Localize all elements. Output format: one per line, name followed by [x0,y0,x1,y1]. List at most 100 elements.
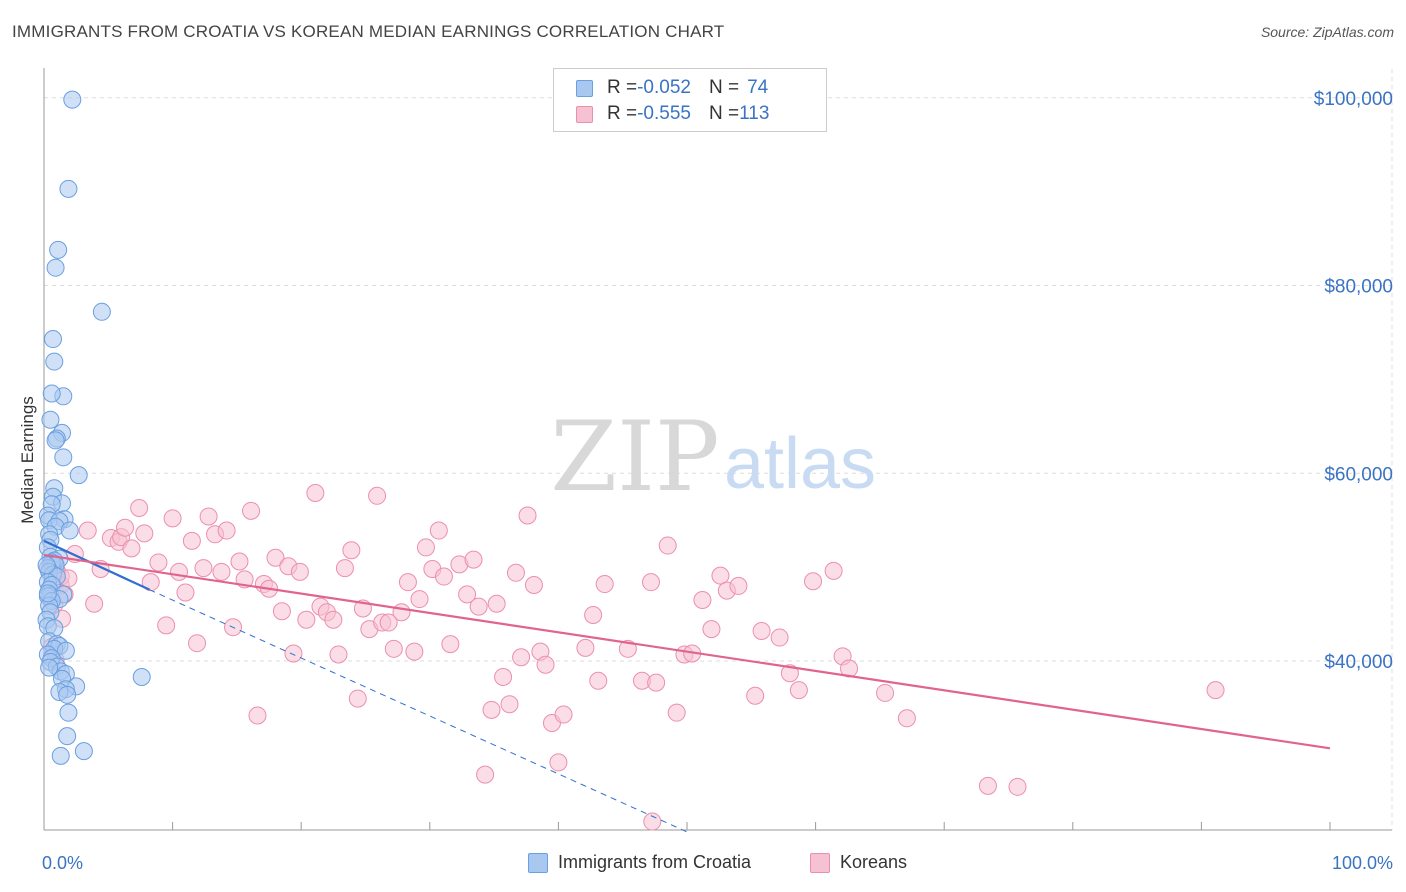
korean-point [335,559,354,578]
y-tick-label: $100,000 [1314,89,1393,110]
korean-point [405,642,424,661]
korean-point [398,573,417,592]
korean-point [595,575,614,594]
y-tick-label: $60,000 [1324,464,1393,485]
korean-point [199,507,218,526]
korean-point [549,753,568,772]
croatia-point [46,258,65,277]
stats-legend: R = -0.052 N = 74 R = -0.555 N = 113 [553,68,827,132]
croatia-trend-line [43,539,150,591]
chart-title: IMMIGRANTS FROM CROATIA VS KOREAN MEDIAN… [12,22,725,41]
korean-point [667,703,686,722]
korean-point [348,689,367,708]
korean-point [804,572,823,591]
grid-lines [44,69,1393,830]
korean-point [978,776,997,795]
legend-r-value: -0.052 [637,77,691,98]
korean-point [230,552,249,571]
legend-item-croatia[interactable]: Immigrants from Croatia [528,852,751,873]
y-tick-label: $80,000 [1324,277,1393,298]
legend-r-label: R = [607,103,638,124]
trend-lines [43,539,1331,833]
croatia-point [45,352,64,371]
korean-point [284,644,303,663]
croatia-point [54,448,73,467]
croatia-point [92,302,111,321]
korean-point [434,567,453,586]
korean-point [78,521,97,540]
croatia-point [46,431,65,450]
korean-point [1206,681,1225,700]
series-legend: Immigrants from Croatia Koreans [0,852,1406,878]
tick-labels: $40,000 $60,000 $80,000 $100,000 0.0% 100.0% [42,89,1393,873]
croatia-point [60,521,79,540]
korean-point [122,539,141,558]
legend-n-value: 113 [739,103,770,124]
korean-point [416,538,435,557]
korean-point [194,559,213,578]
korean-point [524,575,543,594]
watermark-atlas: atlas [724,424,876,504]
koreans-swatch [576,105,593,123]
watermark: ZIP atlas [550,401,876,513]
korean-point [266,548,285,567]
korean-point [506,563,525,582]
korean-point [494,667,513,686]
korean-point [410,590,429,609]
korean-point [290,562,309,581]
korean-point [589,671,608,690]
legend-n-value: 74 [747,77,769,98]
korean-point [1008,777,1027,796]
korean-point [306,483,325,502]
korean-point [135,524,154,543]
korean-point [576,638,595,657]
korean-point [518,506,537,525]
croatia-point [37,556,56,575]
legend-n-label: N = [708,103,740,124]
croatia-point [44,330,63,349]
korean-point [248,706,267,725]
korean-point [476,765,495,784]
croatia-point [58,685,77,704]
legend-row-koreans: R = -0.555 N = 113 [576,102,769,126]
korean-point [618,639,637,658]
korean-point [647,673,666,692]
axes [43,68,1392,831]
legend-item-koreans[interactable]: Koreans [810,852,907,873]
legend-r-value: -0.555 [637,103,691,124]
korean-point [752,621,771,640]
koreans-trend-line [43,553,1331,750]
korean-point [157,616,176,635]
korean-point [182,531,201,550]
korean-point [643,812,662,831]
croatia-point [69,466,88,485]
korean-point [116,518,135,537]
korean-point [458,585,477,604]
watermark-zip: ZIP [550,401,719,513]
korean-point [176,583,195,602]
korean-point [746,686,765,705]
croatia-point [42,384,61,403]
korean-point [368,486,387,505]
korean-point [130,499,149,518]
croatia-point [59,703,78,722]
x-tick-label-min: 0.0% [42,853,83,873]
korean-point [487,594,506,613]
croatia-point [58,727,77,746]
croatia-points [37,90,151,765]
korean-point [554,705,573,724]
y-axis-label: Median Earnings [18,396,37,524]
korean-point [641,573,660,592]
croatia-swatch [576,79,593,97]
korean-point [482,700,501,719]
korean-point [379,613,398,632]
croatia-point [51,746,70,765]
korean-point [464,550,483,569]
koreans-points [41,483,1225,831]
croatia-point [132,667,151,686]
korean-point [780,664,799,683]
croatia-point [59,179,78,198]
koreans-swatch [810,852,830,873]
korean-point [536,655,555,674]
korean-point [272,602,291,621]
